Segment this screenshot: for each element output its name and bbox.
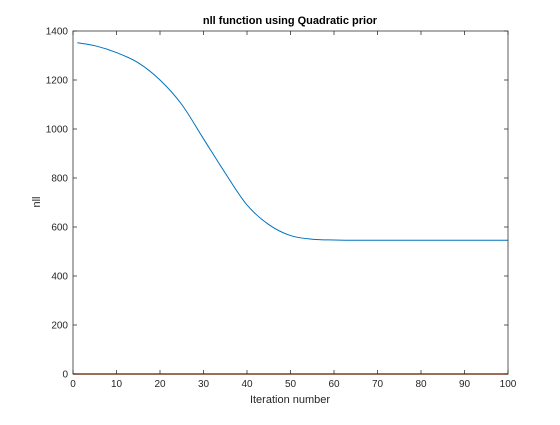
axes-layer: 0 10 20 30 40 50 60 70 80 90 100020040060080010001… [46, 27, 517, 391]
plot-area [73, 31, 508, 374]
x-axis-label: Iteration number [250, 394, 330, 406]
x-tick-label: 60 [328, 379, 340, 390]
series-line-1 [77, 42, 508, 241]
x-tick-label: 50 [285, 379, 297, 390]
x-tick-label: 20 [154, 379, 166, 390]
y-tick-label: 1200 [46, 76, 69, 87]
y-tick-label: 600 [51, 223, 68, 234]
x-tick-label: 0 [70, 379, 76, 390]
y-tick-label: 200 [51, 321, 68, 332]
y-tick-label: 800 [51, 174, 68, 185]
x-tick-label: 90 [459, 379, 471, 390]
x-tick-label: 80 [415, 379, 427, 390]
x-tick-label: 70 [372, 379, 384, 390]
y-tick-label: 1000 [46, 125, 69, 136]
y-axis-label: nll [31, 196, 43, 207]
y-tick-label: 0 [62, 370, 68, 381]
x-tick-label: 100 [500, 379, 517, 390]
x-tick-label: 30 [198, 379, 210, 390]
x-tick-label: 10 [111, 379, 123, 390]
y-tick-label: 1400 [46, 27, 69, 38]
x-tick-label: 40 [241, 379, 253, 390]
chart-title: nll function using Quadratic prior [203, 15, 378, 27]
y-tick-label: 400 [51, 272, 68, 283]
